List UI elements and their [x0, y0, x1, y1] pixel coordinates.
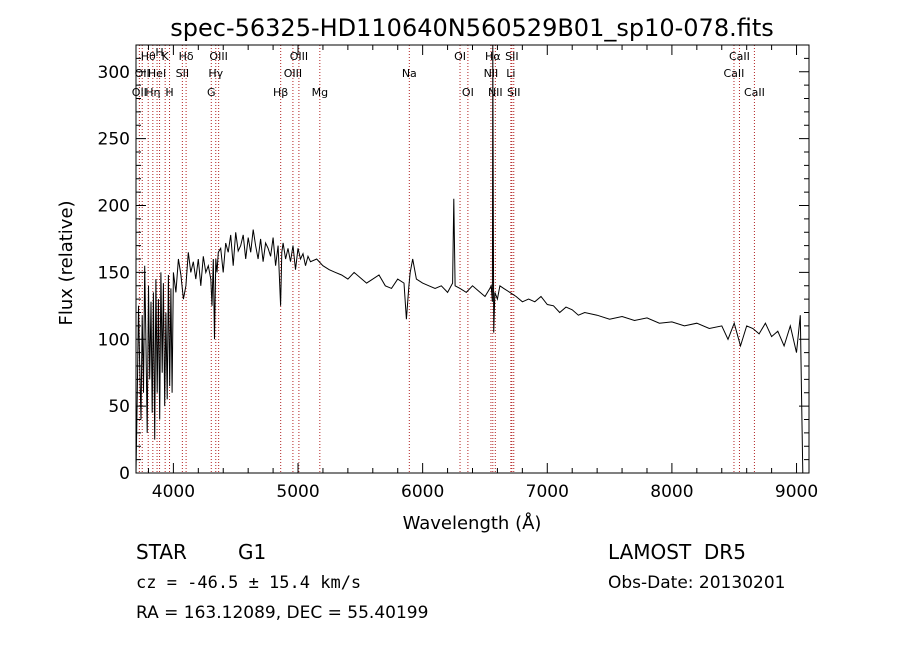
- line-label-12: OIII: [209, 50, 227, 63]
- redshift: cz = -46.5 ± 15.4 km/s: [136, 573, 362, 593]
- line-label-19: OI: [462, 86, 474, 99]
- line-label-20: NII: [484, 67, 499, 80]
- y-tick-label: 0: [119, 464, 130, 484]
- y-tick-label: 50: [108, 397, 130, 417]
- line-label-10: G: [207, 86, 216, 99]
- line-label-15: OIII: [290, 50, 308, 63]
- y-tick-label: 100: [98, 330, 130, 350]
- survey: LAMOST DR5: [608, 540, 746, 564]
- y-tick-label: 200: [98, 197, 130, 217]
- plot-frame: [135, 44, 810, 474]
- chart-title: spec-56325-HD110640N560529B01_sp10-078.f…: [170, 14, 774, 42]
- x-tick-label: 7000: [526, 482, 569, 502]
- line-label-9: Hδ: [179, 50, 194, 63]
- y-tick-label: 250: [98, 130, 130, 150]
- line-label-24: SII: [505, 50, 518, 63]
- line-label-23: Li: [506, 67, 515, 80]
- spectral-line-markers: [138, 45, 755, 473]
- x-tick-label: 4000: [152, 482, 195, 502]
- line-label-14: OIII: [284, 67, 302, 80]
- line-label-3: Hη: [145, 86, 160, 99]
- line-label-4: HeI: [148, 67, 166, 80]
- x-axis-label: Wavelength (Å): [403, 512, 542, 534]
- spectrum-line: [135, 44, 804, 474]
- line-label-17: Na: [402, 67, 417, 80]
- line-label-26: CaII: [724, 67, 745, 80]
- line-label-5: H: [155, 46, 163, 59]
- x-tick-label: 5000: [276, 482, 319, 502]
- line-label-8: SII: [176, 67, 189, 80]
- line-label-25: SII: [507, 86, 520, 99]
- y-tick-label: 300: [98, 63, 130, 83]
- line-label-1: OII: [135, 67, 150, 80]
- y-axis-label: Flux (relative): [56, 200, 77, 325]
- coords: RA = 163.12089, DEC = 55.40199: [136, 603, 429, 623]
- line-label-16: Mg: [312, 86, 328, 99]
- spectral-line-labels: OIIOIIHθHηHeIHKHSIIHδGHγOIIIHβOIIIOIIIMg…: [132, 46, 765, 99]
- line-label-28: CaII: [744, 86, 765, 99]
- y-axis-ticks: 0 50 100 150 200 250 300: [98, 44, 809, 484]
- line-label-18: OI: [454, 50, 466, 63]
- line-label-13: Hβ: [273, 86, 288, 99]
- line-label-7: H: [165, 86, 173, 99]
- obs-date: Obs-Date: 20130201: [608, 573, 786, 593]
- object-class: STAR: [136, 540, 187, 564]
- line-label-11: Hγ: [208, 67, 223, 80]
- line-label-22: NII: [488, 86, 503, 99]
- line-label-2: Hθ: [141, 50, 156, 63]
- x-tick-label: 8000: [650, 482, 693, 502]
- y-tick-label: 150: [98, 263, 130, 283]
- x-tick-label: 9000: [775, 482, 818, 502]
- subclass: G1: [238, 540, 267, 564]
- x-tick-label: 6000: [401, 482, 444, 502]
- line-label-27: CaII: [729, 50, 750, 63]
- line-label-6: K: [162, 50, 170, 63]
- x-axis-ticks: 4000 5000 6000 7000 8000 9000: [147, 45, 818, 502]
